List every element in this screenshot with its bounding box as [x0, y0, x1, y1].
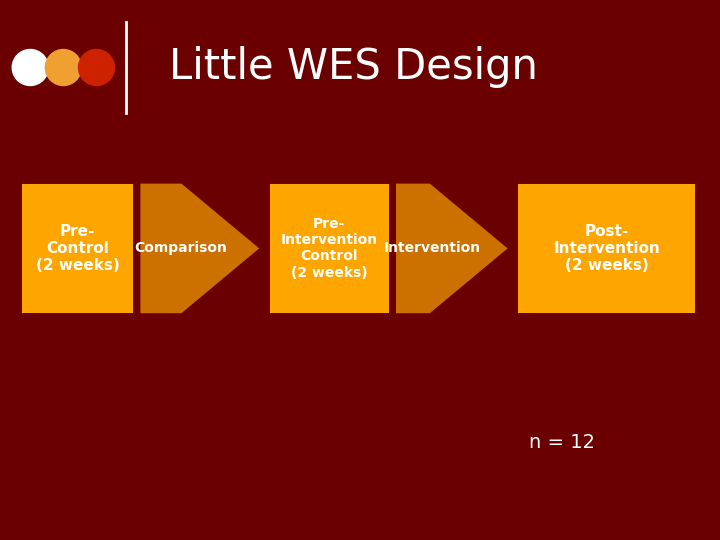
Polygon shape: [140, 184, 259, 313]
Ellipse shape: [45, 50, 81, 85]
FancyBboxPatch shape: [22, 184, 133, 313]
FancyBboxPatch shape: [270, 184, 389, 313]
Text: Intervention: Intervention: [384, 241, 481, 255]
Ellipse shape: [78, 50, 114, 85]
Text: Pre-
Intervention
Control
(2 weeks): Pre- Intervention Control (2 weeks): [281, 217, 378, 280]
FancyBboxPatch shape: [518, 184, 695, 313]
Text: n = 12: n = 12: [528, 433, 595, 453]
Text: Comparison: Comparison: [134, 241, 227, 255]
Polygon shape: [396, 184, 508, 313]
Ellipse shape: [12, 50, 48, 85]
Text: Pre-
Control
(2 weeks): Pre- Control (2 weeks): [35, 224, 120, 273]
Text: Post-
Intervention
(2 weeks): Post- Intervention (2 weeks): [553, 224, 660, 273]
Text: Little WES Design: Little WES Design: [169, 46, 538, 89]
